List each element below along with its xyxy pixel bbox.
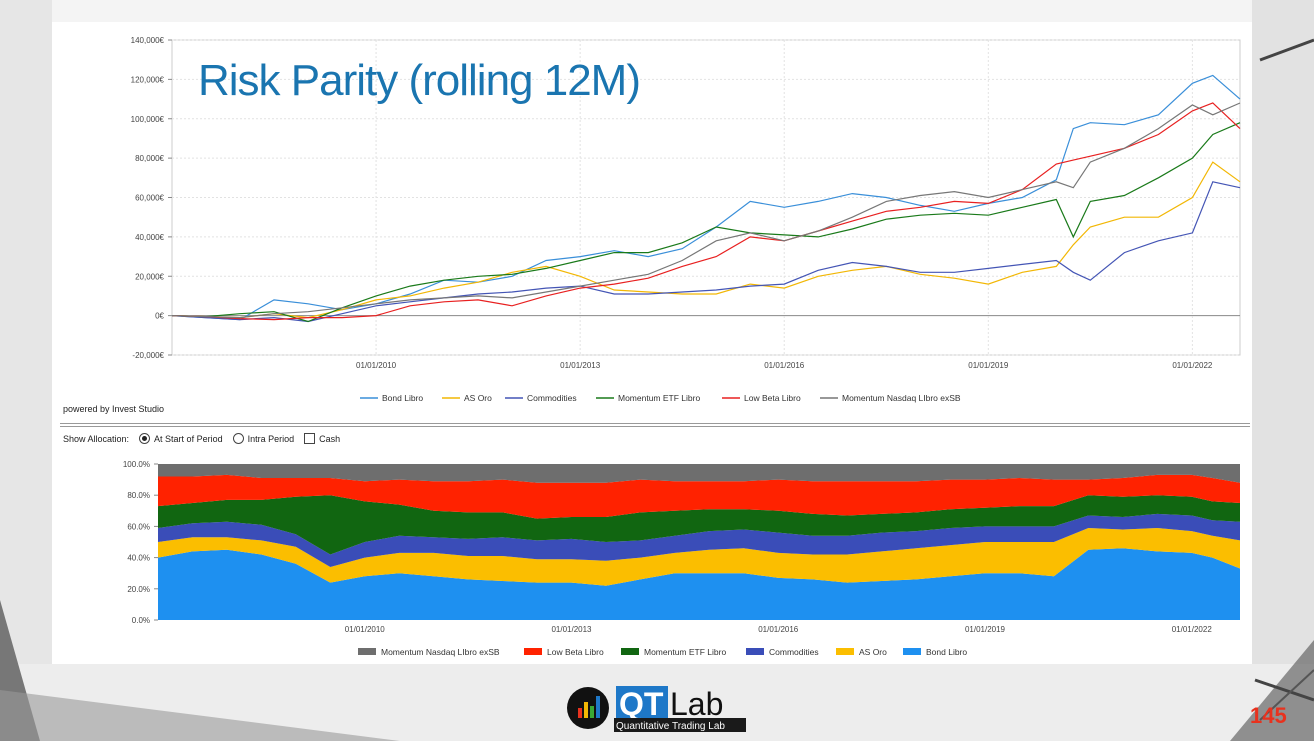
- x-tick-label: 01/01/2019: [968, 361, 1009, 370]
- legend-swatch: [524, 648, 542, 655]
- radio-button[interactable]: [232, 433, 244, 444]
- legend-swatch: [903, 648, 921, 655]
- y-tick-label: 140,000€: [131, 36, 165, 45]
- logo-lab-text: Lab: [670, 686, 723, 722]
- stacked-area: [158, 464, 1240, 483]
- x-tick-label: 01/01/2010: [345, 625, 386, 634]
- series-line: [171, 74, 1241, 321]
- powered-by-label: powered by Invest Studio: [63, 404, 165, 414]
- y-tick-label: 80.0%: [127, 491, 150, 500]
- x-tick-label: 01/01/2022: [1172, 361, 1213, 370]
- y-tick-label: 0€: [155, 312, 164, 321]
- legend-swatch: [358, 648, 376, 655]
- y-tick-label: 80,000€: [135, 154, 164, 163]
- y-tick-label: 0.0%: [132, 616, 150, 625]
- x-tick-label: 01/01/2022: [1172, 625, 1213, 634]
- checkbox[interactable]: [304, 433, 316, 444]
- stacked-area: [158, 513, 1240, 567]
- radio-label: At Start of Period: [154, 433, 223, 444]
- legend-label: Low Beta Libro: [547, 647, 604, 657]
- legend-label: AS Oro: [859, 647, 887, 657]
- allocation-controls: Show Allocation: At Start of Period Intr…: [63, 433, 340, 444]
- slide-title: Risk Parity (rolling 12M): [198, 56, 641, 105]
- series-line: [171, 122, 1241, 323]
- y-tick-label: 100,000€: [131, 115, 165, 124]
- x-tick-label: 01/01/2013: [560, 361, 601, 370]
- x-tick-label: 01/01/2010: [356, 361, 397, 370]
- x-tick-label: 01/01/2013: [551, 625, 592, 634]
- y-tick-label: 20.0%: [127, 585, 150, 594]
- separator: [60, 426, 1250, 427]
- separator: [60, 423, 1250, 424]
- line-chart: -20,000€ 0€ 20,000€ 40,000€ 60,000€ 80,000€ 10…: [131, 36, 1241, 403]
- logo-qt-text: QT: [619, 686, 664, 722]
- y-tick-label: -20,000€: [132, 351, 164, 360]
- legend-label: Commodities: [769, 647, 819, 657]
- x-tick-label: 01/01/2016: [764, 361, 805, 370]
- cash-checkbox[interactable]: Cash: [304, 433, 340, 444]
- radio-at-start[interactable]: At Start of Period: [139, 433, 223, 444]
- allocation-area-chart: 0.0% 20.0% 40.0% 60.0% 80.0% 100.0% 01/01/2010…: [123, 460, 1240, 657]
- logo-subtitle: Quantitative Trading Lab: [616, 721, 725, 732]
- legend-label: Momentum Nasdaq LIbro exSB: [842, 393, 961, 403]
- legend-label: Momentum ETF Libro: [644, 647, 726, 657]
- y-tick-label: 40,000€: [135, 233, 164, 242]
- stacked-area: [158, 474, 1240, 519]
- x-tick-label: 01/01/2016: [758, 625, 799, 634]
- series-line: [171, 102, 1241, 321]
- series-line: [171, 181, 1241, 323]
- legend-label: Low Beta Libro: [744, 393, 801, 403]
- y-tick-label: 60.0%: [127, 522, 150, 531]
- legend-label: Bond Libro: [382, 393, 423, 403]
- legend-label: Momentum Nasdaq LIbro exSB: [381, 647, 500, 657]
- stacked-area: [158, 548, 1240, 620]
- y-tick-label: 100.0%: [123, 460, 150, 469]
- qtlab-logo: QT Lab Quantitative Trading Lab: [567, 686, 746, 732]
- series-line: [171, 161, 1241, 319]
- legend-label: AS Oro: [464, 393, 492, 403]
- legend-label: Momentum ETF Libro: [618, 393, 700, 403]
- legend-label: Bond Libro: [926, 647, 967, 657]
- stacked-area: [158, 528, 1240, 586]
- allocation-label: Show Allocation:: [63, 433, 130, 444]
- y-tick-label: 60,000€: [135, 194, 164, 203]
- x-tick-label: 01/01/2019: [965, 625, 1006, 634]
- radio-intra-period[interactable]: Intra Period: [232, 433, 295, 444]
- y-tick-label: 20,000€: [135, 272, 164, 281]
- y-tick-label: 120,000€: [131, 75, 165, 84]
- series-line: [171, 102, 1241, 319]
- radio-button[interactable]: [139, 433, 151, 444]
- page-number: 145: [1250, 703, 1287, 728]
- checkbox-label: Cash: [319, 433, 341, 444]
- legend-label: Commodities: [527, 393, 577, 403]
- radio-label: Intra Period: [247, 433, 295, 444]
- legend-swatch: [621, 648, 639, 655]
- y-tick-label: 40.0%: [127, 554, 150, 563]
- stacked-area: [158, 495, 1240, 555]
- legend-swatch: [836, 648, 854, 655]
- legend-swatch: [746, 648, 764, 655]
